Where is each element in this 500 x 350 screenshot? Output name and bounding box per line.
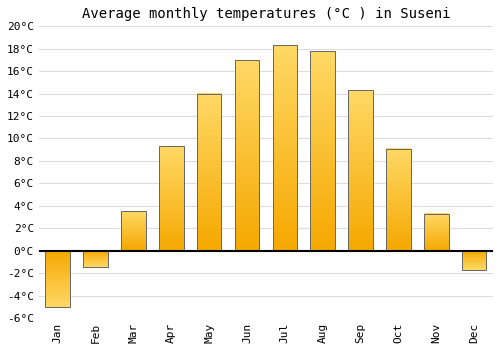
- Title: Average monthly temperatures (°C ) in Suseni: Average monthly temperatures (°C ) in Su…: [82, 7, 450, 21]
- Bar: [310, 51, 335, 251]
- Bar: [462, 251, 486, 270]
- Bar: [197, 93, 222, 251]
- Bar: [424, 214, 448, 251]
- Bar: [272, 46, 297, 251]
- Bar: [121, 211, 146, 251]
- Bar: [46, 251, 70, 307]
- Bar: [348, 90, 373, 251]
- Bar: [159, 146, 184, 251]
- Bar: [234, 60, 260, 251]
- Bar: [386, 148, 410, 251]
- Bar: [84, 251, 108, 267]
